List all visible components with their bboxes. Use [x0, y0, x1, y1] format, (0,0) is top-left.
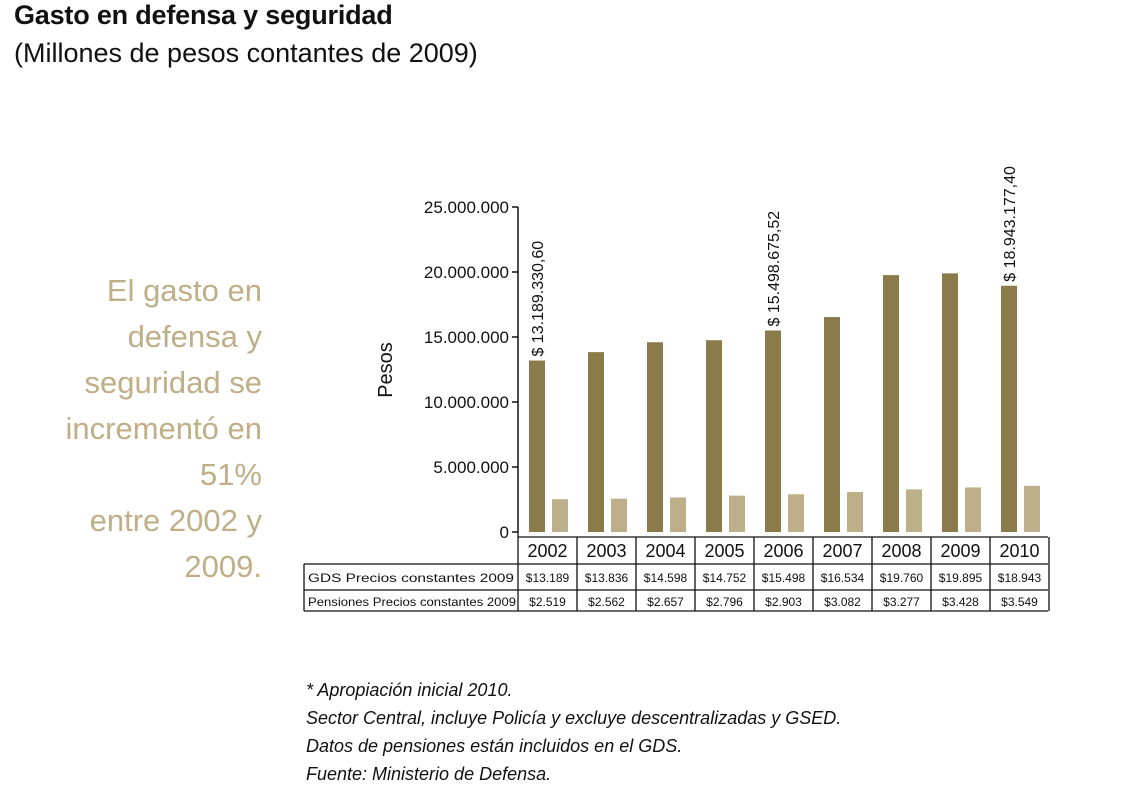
table-cell: $13.836: [585, 571, 629, 585]
bar-pensiones: [965, 487, 981, 532]
bar-pensiones: [611, 498, 627, 532]
y-tick-label: 15.000.000: [424, 328, 509, 347]
table-cell: $3.549: [1001, 595, 1038, 609]
table-cell: $2.657: [647, 595, 684, 609]
table-cell: $14.598: [644, 571, 688, 585]
table-cell: $13.189: [526, 571, 570, 585]
table-cell: $18.943: [998, 571, 1042, 585]
x-tick-label: 2008: [881, 541, 921, 561]
table-cell: $2.562: [588, 595, 625, 609]
callout-line: incrementó en 51%: [65, 411, 262, 492]
table-cell: $3.277: [883, 595, 920, 609]
y-tick-label: 25.000.000: [424, 198, 509, 217]
x-tick-label: 2003: [586, 541, 626, 561]
bar-annotation: $ 13.189.330,60: [530, 241, 547, 357]
bar-gds: [942, 273, 958, 532]
bar-gds: [588, 352, 604, 532]
table-cell: $3.428: [942, 595, 979, 609]
x-tick-label: 2002: [527, 541, 567, 561]
table-cell: $2.519: [529, 595, 566, 609]
y-tick-label: 5.000.000: [433, 458, 509, 477]
bar-pensiones: [906, 489, 922, 532]
x-tick-label: 2009: [940, 541, 980, 561]
table-cell: $19.760: [880, 571, 924, 585]
bar-gds: [765, 330, 781, 532]
bar-pensiones: [670, 497, 686, 532]
table-cell: $19.895: [939, 571, 983, 585]
legend-gds: GDS Precios constantes 2009: [308, 571, 514, 585]
bar-pensiones: [847, 491, 863, 532]
callout-line: El gasto en: [106, 273, 262, 308]
bar-gds: [706, 340, 722, 532]
bar-pensiones: [729, 495, 745, 532]
table-cell: $16.534: [821, 571, 865, 585]
table-cell: $15.498: [762, 571, 806, 585]
legend-pensiones: Pensiones Precios constantes 2009: [308, 595, 516, 609]
y-axis-label: Pesos: [375, 342, 397, 398]
callout-line: seguridad se: [84, 365, 262, 400]
callout-text: El gasto en defensa y seguridad se incre…: [10, 268, 262, 590]
footnote-line: Datos de pensiones están incluidos en el…: [306, 736, 683, 756]
footnote-line: Sector Central, incluye Policía y excluy…: [306, 708, 842, 728]
footnote-line: Fuente: Ministerio de Defensa.: [306, 764, 552, 784]
y-tick-label: 0: [500, 523, 509, 542]
bar-gds: [883, 275, 899, 532]
bar-gds: [1001, 285, 1017, 532]
table-cell: $14.752: [703, 571, 747, 585]
x-tick-label: 2010: [999, 541, 1039, 561]
table-cell: $3.082: [824, 595, 861, 609]
table-cell: $2.796: [706, 595, 743, 609]
chart-subtitle: (Millones de pesos contantes de 2009): [14, 38, 478, 68]
x-tick-label: 2007: [822, 541, 862, 561]
callout-line: entre 2002 y 2009.: [89, 503, 262, 584]
bar-pensiones: [788, 494, 804, 532]
callout-line: defensa y: [127, 319, 262, 354]
footnote-line: * Apropiación inicial 2010.: [306, 680, 513, 700]
bar-annotation: $ 15.498.675,52: [766, 211, 783, 327]
bar-gds: [824, 317, 840, 532]
y-tick-label: 20.000.000: [424, 263, 509, 282]
x-tick-label: 2004: [645, 541, 685, 561]
bar-gds: [529, 360, 545, 532]
bar-pensiones: [1024, 485, 1040, 532]
chart-title: Gasto en defensa y seguridad: [14, 0, 393, 30]
x-tick-label: 2005: [704, 541, 744, 561]
footnotes: * Apropiación inicial 2010. Sector Centr…: [306, 676, 841, 788]
bar-chart: 0 5.000.000 10.000.000 15.000.000 20.000.000…: [303, 166, 1050, 612]
bar-annotation: $ 18.943.177,40: [1002, 166, 1019, 282]
x-tick-label: 2006: [763, 541, 803, 561]
table-cell: $2.903: [765, 595, 802, 609]
y-tick-label: 10.000.000: [424, 393, 509, 412]
bar-gds: [647, 342, 663, 532]
bar-pensiones: [552, 499, 568, 532]
